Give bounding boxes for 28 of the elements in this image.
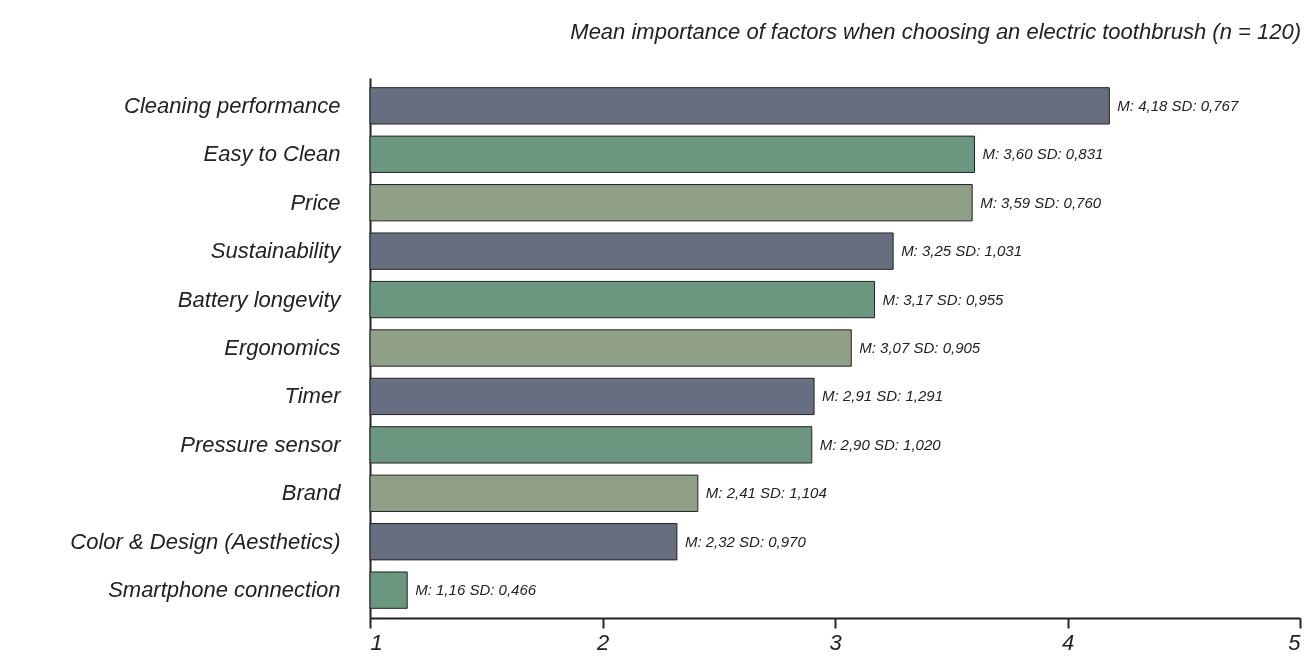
y-tick-label: Color & Design (Aesthetics) [70,528,341,554]
y-tick-label: Pressure sensor [180,431,343,457]
data-label: M: 3,60 SD: 0,831 [982,145,1104,163]
data-label: M: 3,25 SD: 1,031 [901,242,1023,260]
x-tick-label: 4 [1061,629,1075,655]
y-tick-label: Ergonomics [224,335,341,360]
y-tick-label: Easy to Clean [203,141,341,167]
y-tick-label: Brand [281,480,342,506]
chart-title: Mean importance of factors when choosing an electric toothbrush (n = 120) [570,19,1301,44]
data-label: M: 1,16 SD: 0,466 [415,581,537,599]
y-tick-label: Price [290,189,341,215]
data-label: M: 2,41 SD: 1,104 [705,484,827,502]
y-tick-label: Smartphone connection [108,577,341,603]
y-tick-label: Sustainability [210,238,343,264]
y-tick-label: Cleaning performance [124,92,341,118]
data-label: M: 3,59 SD: 0,760 [980,193,1102,211]
y-tick-label: Battery longevity [177,286,343,312]
data-label: M: 4,18 SD: 0,767 [1117,96,1239,114]
data-label: M: 3,17 SD: 0,955 [882,290,1005,308]
data-label: M: 2,91 SD: 1,291 [822,387,943,405]
x-tick-label: 1 [370,629,383,655]
x-tick-label: 3 [829,629,843,655]
data-label: M: 3,07 SD: 0,905 [859,339,981,356]
data-label: M: 2,32 SD: 0,970 [684,532,807,550]
x-tick-label: 5 [1288,629,1302,655]
y-tick-label: Timer [284,383,343,409]
x-tick-label: 2 [595,629,610,655]
data-label: M: 2,90 SD: 1,020 [819,435,942,453]
